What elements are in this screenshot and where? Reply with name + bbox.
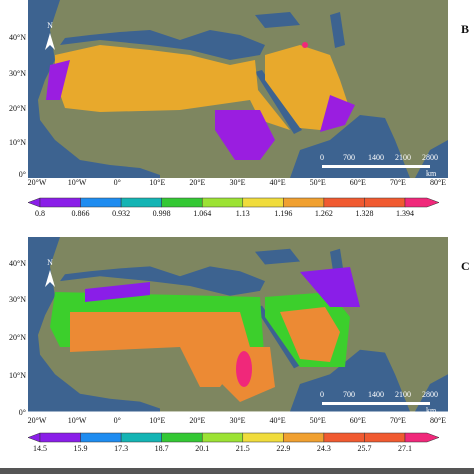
scale-bar xyxy=(322,165,430,168)
legend-swatch xyxy=(242,197,284,208)
north-arrow xyxy=(45,33,55,50)
panel-label: B xyxy=(461,22,469,36)
scale-label: 0 xyxy=(320,390,324,399)
legend-label: 1.328 xyxy=(355,209,373,218)
scale-label: 0 xyxy=(320,153,324,162)
lon-label: 80°E xyxy=(430,416,446,425)
lat-label: 10°N xyxy=(9,371,26,380)
scale-bar xyxy=(322,402,430,405)
scale-unit: km xyxy=(426,406,437,415)
north-arrow xyxy=(45,270,55,287)
lat-label: 30°N xyxy=(9,295,26,304)
legend-swatch xyxy=(364,197,406,208)
next-panel-edge xyxy=(0,468,474,474)
legend-label: 1.262 xyxy=(315,209,333,218)
scale-label: 1400 xyxy=(368,390,384,399)
legend-label: 0.8 xyxy=(35,209,45,218)
legend-swatch xyxy=(323,432,365,443)
lon-label: 70°E xyxy=(390,178,406,187)
lon-label: 0° xyxy=(114,178,121,187)
legend-swatch xyxy=(39,432,81,443)
legend-label: 21.5 xyxy=(236,444,250,453)
lon-label: 50°E xyxy=(310,416,326,425)
legend-label: 15.9 xyxy=(74,444,88,453)
scale-label: 2100 xyxy=(395,153,411,162)
legend-swatch xyxy=(201,432,244,443)
legend-swatch xyxy=(120,432,162,443)
legend-swatch xyxy=(80,432,122,443)
legend-swatch xyxy=(80,197,122,208)
legend-label: 24.3 xyxy=(317,444,331,453)
legend-swatch xyxy=(39,197,81,208)
map-b xyxy=(28,0,448,178)
legend-label: 1.394 xyxy=(396,209,414,218)
lon-label: 60°E xyxy=(350,178,366,187)
lat-label: 0° xyxy=(19,408,26,417)
scale-label: 2100 xyxy=(395,390,411,399)
scale-unit: km xyxy=(426,169,437,178)
legend-swatch xyxy=(283,197,325,208)
lon-label: 70°E xyxy=(390,416,406,425)
legend-swatch xyxy=(364,432,406,443)
lon-label: 10°E xyxy=(149,178,165,187)
lon-label: 60°E xyxy=(350,416,366,425)
legend-label: 22.9 xyxy=(276,444,290,453)
lon-label: 20°E xyxy=(189,178,205,187)
lon-label: 20°W xyxy=(28,178,47,187)
lat-label: 40°N xyxy=(9,33,26,42)
lat-label: 40°N xyxy=(9,259,26,268)
legend-swatch xyxy=(242,432,284,443)
lat-label: 0° xyxy=(19,170,26,179)
legend-label: 0.998 xyxy=(153,209,171,218)
lon-label: 20°W xyxy=(28,416,47,425)
lon-label: 30°E xyxy=(229,178,245,187)
legend-arrow-left xyxy=(27,432,41,443)
north-label: N xyxy=(47,258,53,267)
legend-label: 0.932 xyxy=(112,209,130,218)
scale-label: 700 xyxy=(343,153,355,162)
lon-label: 10°E xyxy=(149,416,165,425)
legend-label: 1.13 xyxy=(236,209,250,218)
lat-label: 10°N xyxy=(9,138,26,147)
legend-swatch xyxy=(283,432,325,443)
legend-swatch xyxy=(201,197,244,208)
legend-swatch xyxy=(120,197,162,208)
scale-label: 2800 xyxy=(422,153,438,162)
legend-label: 17.3 xyxy=(114,444,128,453)
lon-label: 20°E xyxy=(189,416,205,425)
lon-label: 10°W xyxy=(68,416,87,425)
north-label: N xyxy=(47,21,53,30)
lat-label: 20°N xyxy=(9,333,26,342)
lon-label: 40°E xyxy=(270,178,286,187)
legend-label: 27.1 xyxy=(398,444,412,453)
legend-swatch xyxy=(161,197,203,208)
legend-label: 14.5 xyxy=(33,444,47,453)
legend-swatch xyxy=(323,197,365,208)
legend-swatch xyxy=(161,432,203,443)
lon-label: 40°E xyxy=(270,416,286,425)
lon-label: 10°W xyxy=(68,178,87,187)
lon-label: 80°E xyxy=(430,178,446,187)
lat-label: 30°N xyxy=(9,69,26,78)
legend-label: 1.064 xyxy=(193,209,211,218)
legend-label: 1.196 xyxy=(274,209,292,218)
legend-label: 18.7 xyxy=(155,444,169,453)
map-c xyxy=(28,237,448,412)
legend-label: 0.866 xyxy=(72,209,90,218)
scale-label: 2800 xyxy=(422,390,438,399)
panel-label: C xyxy=(461,259,470,273)
scale-label: 1400 xyxy=(368,153,384,162)
lon-label: 50°E xyxy=(310,178,326,187)
legend-label: 20.1 xyxy=(195,444,209,453)
scale-label: 700 xyxy=(343,390,355,399)
lon-label: 30°E xyxy=(229,416,245,425)
legend-arrow-right xyxy=(404,197,440,208)
legend-arrow-right xyxy=(404,432,440,443)
legend-arrow-left xyxy=(27,197,41,208)
lat-label: 20°N xyxy=(9,104,26,113)
legend-label: 25.7 xyxy=(357,444,371,453)
lon-label: 0° xyxy=(114,416,121,425)
